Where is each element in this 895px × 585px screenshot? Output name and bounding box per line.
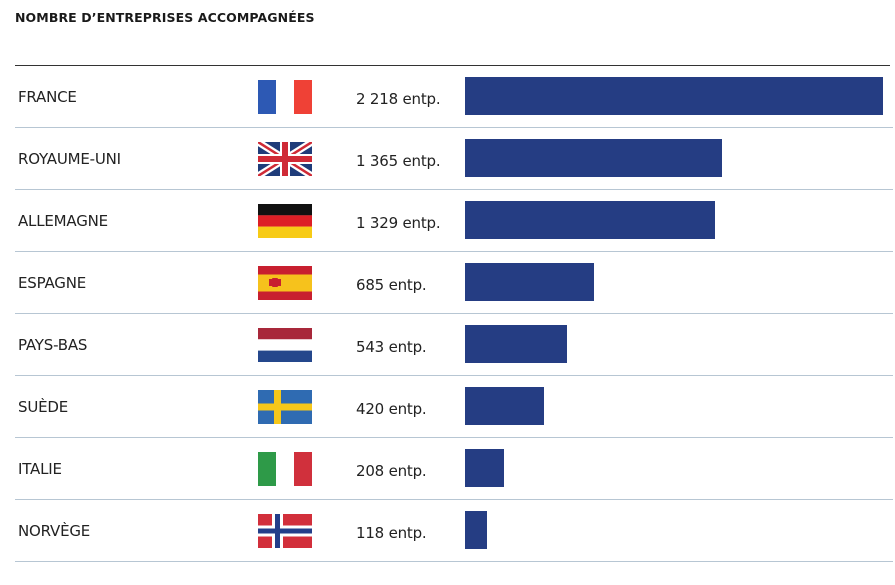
netherlands-flag-icon bbox=[258, 328, 312, 362]
italy-flag-icon bbox=[258, 452, 312, 486]
bar bbox=[465, 201, 715, 239]
header-divider bbox=[15, 65, 890, 66]
country-label: SUÈDE bbox=[18, 398, 69, 416]
bar bbox=[465, 387, 544, 425]
sweden-flag-icon bbox=[258, 390, 312, 424]
value-label: 208 entp. bbox=[356, 462, 427, 480]
bar-chart: FRANCE 2 218 entp. ROYAUME-UNI 1 365 entp. A… bbox=[15, 66, 893, 562]
country-label: ROYAUME-UNI bbox=[18, 150, 121, 168]
country-label: ESPAGNE bbox=[18, 274, 87, 292]
uk-flag-icon bbox=[258, 142, 312, 176]
value-label: 685 entp. bbox=[356, 276, 427, 294]
bar bbox=[465, 325, 567, 363]
germany-flag-icon bbox=[258, 204, 312, 238]
norway-flag-icon bbox=[258, 514, 312, 548]
table-row: ALLEMAGNE 1 329 entp. bbox=[15, 190, 893, 252]
spain-flag-icon bbox=[258, 266, 312, 300]
bar bbox=[465, 263, 594, 301]
value-label: 1 329 entp. bbox=[356, 214, 441, 232]
table-row: ESPAGNE 685 entp. bbox=[15, 252, 893, 314]
value-label: 1 365 entp. bbox=[356, 152, 441, 170]
bar bbox=[465, 139, 722, 177]
country-label: PAYS-BAS bbox=[18, 336, 88, 354]
country-label: ITALIE bbox=[18, 460, 62, 478]
country-label: NORVÈGE bbox=[18, 522, 91, 540]
table-row: ITALIE 208 entp. bbox=[15, 438, 893, 500]
table-row: SUÈDE 420 entp. bbox=[15, 376, 893, 438]
country-label: FRANCE bbox=[18, 88, 77, 106]
bar bbox=[465, 511, 487, 549]
value-label: 118 entp. bbox=[356, 524, 427, 542]
bar bbox=[465, 77, 883, 115]
table-row: ROYAUME-UNI 1 365 entp. bbox=[15, 128, 893, 190]
table-row: FRANCE 2 218 entp. bbox=[15, 66, 893, 128]
france-flag-icon bbox=[258, 80, 312, 114]
value-label: 2 218 entp. bbox=[356, 90, 441, 108]
table-row: PAYS-BAS 543 entp. bbox=[15, 314, 893, 376]
table-row: NORVÈGE 118 entp. bbox=[15, 500, 893, 562]
chart-title: NOMBRE D’ENTREPRISES ACCOMPAGNÉES bbox=[15, 10, 315, 25]
value-label: 543 entp. bbox=[356, 338, 427, 356]
bar bbox=[465, 449, 504, 487]
value-label: 420 entp. bbox=[356, 400, 427, 418]
country-label: ALLEMAGNE bbox=[18, 212, 108, 230]
